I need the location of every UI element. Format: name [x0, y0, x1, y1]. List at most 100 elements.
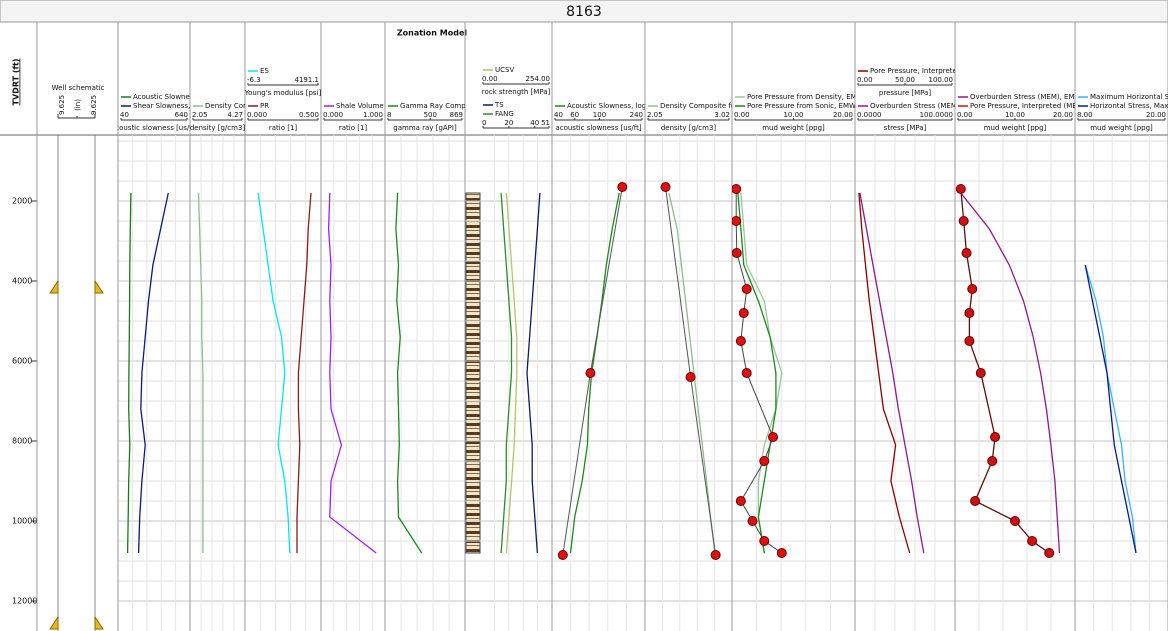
axis-unit: rock strength [MPa] [482, 88, 551, 96]
legend-label: Gamma Ray Composite [400, 102, 483, 110]
curve-point [958, 216, 969, 226]
schematic-size: 9.625 [58, 95, 66, 115]
legend-label: Density Composite [205, 102, 271, 110]
scale-label: 0 [482, 119, 486, 127]
legend-label: Acoustic Slowness, log C [567, 102, 653, 110]
log-curve [960, 192, 1061, 554]
log-curve [500, 192, 513, 554]
legend-label: Density Composite for [660, 102, 738, 110]
scale-label: 640 [175, 111, 188, 119]
marker-point [741, 284, 752, 294]
legend-label: PR [260, 102, 269, 110]
scale-label: 51 [541, 119, 550, 127]
marker-point [776, 548, 787, 558]
depth-tick-label: 2000 [12, 197, 32, 206]
marker-point [585, 368, 596, 378]
marker-point [732, 216, 742, 226]
scale-label: 0.00 [857, 76, 873, 84]
scale-label: 2.05 [647, 111, 663, 119]
zonation-title: Zonation Model [397, 29, 468, 38]
casing-shoe [49, 279, 104, 630]
legend-label: TS [494, 101, 504, 109]
scale-label: 20.00 [1053, 111, 1073, 119]
scale-label: 0.000 [323, 111, 343, 119]
marker-point [759, 456, 770, 466]
depth-tick-label: 4000 [12, 277, 32, 286]
scale-label: 4.27 [227, 111, 243, 119]
log-curve [126, 192, 132, 554]
marker-point [660, 182, 671, 192]
log-curve [740, 192, 783, 554]
schematic-bracket [57, 114, 96, 119]
log-curve [197, 192, 204, 553]
schematic-size: (in) [74, 99, 82, 111]
axis-unit: mud weight [ppg] [984, 124, 1047, 132]
curve-point [990, 432, 1001, 442]
axis-unit: ratio [1] [339, 124, 368, 132]
marker-point [768, 432, 779, 442]
curve-point [955, 184, 966, 194]
legend-label: Maximum Horizontal St [1090, 93, 1168, 101]
scale-label: 4191.1 [295, 76, 320, 84]
legend-label: Pore Pressure, Interpreted (MEM) [970, 102, 1086, 110]
scale-label: 0.00 [482, 75, 498, 83]
legend-label: Pore Pressure, Interpreted [870, 67, 961, 75]
scale-label: 1.000 [363, 111, 383, 119]
log-curve [1084, 264, 1137, 554]
legend-label: Acoustic Slowness [133, 93, 197, 101]
axis-unit: density [g/cm3] [661, 124, 717, 132]
marker-point [732, 248, 742, 258]
marker-point [738, 308, 749, 318]
scale-label: 8 [387, 111, 391, 119]
depth-axis-label: TVDRT (ft) [12, 59, 21, 106]
scale-label: 500 [424, 111, 437, 119]
scale-label: 2.05 [192, 111, 208, 119]
log-curve [296, 192, 312, 553]
marker-point [710, 550, 721, 560]
marker-point [741, 368, 752, 378]
legend-label: Pore Pressure from Density, EMW(G [747, 93, 872, 101]
scale-label: 20.00 [1146, 111, 1166, 119]
curve-point [964, 336, 975, 346]
marker-point [685, 372, 696, 382]
log-curve [505, 192, 518, 554]
scale-label: 40 [530, 119, 539, 127]
scale-label: 20 [504, 119, 513, 127]
axis-unit: pressure [MPa] [879, 89, 931, 97]
scale-label: 40 [554, 111, 563, 119]
scale-label: 0.0000 [857, 111, 882, 119]
axis-unit: gamma ray [gAPI] [393, 124, 457, 132]
axis-unit: Young's modulus [psi] [244, 89, 322, 97]
curve-point [967, 284, 978, 294]
axis-unit: stress [MPa] [884, 124, 927, 132]
scale-label: 0.500 [299, 111, 319, 119]
scale-label: 869 [450, 111, 463, 119]
curve-point [987, 456, 998, 466]
depth-tick-label: 12000 [12, 597, 37, 606]
marker-point [759, 536, 770, 546]
scale-label: 100.0000 [920, 111, 953, 119]
marker-point [732, 184, 742, 194]
legend-label: Shale Volume (V/V) [336, 102, 404, 110]
log-curve [858, 192, 911, 554]
scale-label: 0.000 [247, 111, 267, 119]
title: 8163 [566, 4, 602, 20]
log-curve [327, 192, 377, 554]
axis-unit: density [g/cm3] [190, 124, 246, 132]
log-curve [137, 192, 169, 554]
log-curve [737, 192, 777, 554]
curve-point [975, 368, 986, 378]
marker-point [747, 516, 758, 526]
marker-point [557, 550, 568, 560]
axis-unit: acoustic slowness [us/ft] [555, 124, 641, 132]
legend-label: Pore Pressure from Sonic, EMW(Ga [747, 102, 868, 110]
marker-line [665, 186, 717, 556]
